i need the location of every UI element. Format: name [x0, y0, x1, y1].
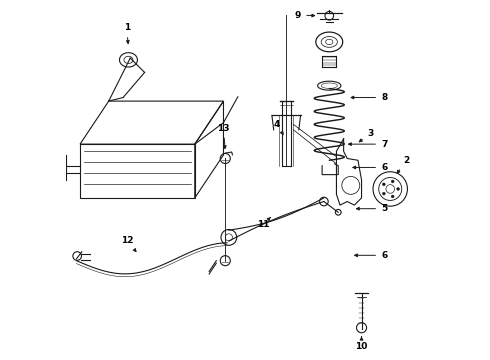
Text: 6: 6	[355, 251, 387, 260]
Text: 10: 10	[355, 337, 368, 351]
Circle shape	[391, 195, 394, 198]
Text: 3: 3	[359, 129, 374, 142]
Text: 6: 6	[353, 163, 387, 172]
Text: 13: 13	[217, 123, 230, 149]
Text: 5: 5	[356, 204, 387, 213]
Circle shape	[382, 192, 385, 195]
Text: 2: 2	[397, 156, 410, 173]
Text: 8: 8	[351, 93, 387, 102]
Text: 9: 9	[295, 10, 315, 19]
Text: 1: 1	[123, 23, 130, 44]
Circle shape	[397, 188, 399, 190]
Text: 4: 4	[273, 120, 283, 134]
Text: 11: 11	[257, 217, 270, 229]
Circle shape	[382, 183, 385, 186]
Text: 7: 7	[348, 140, 387, 149]
Text: 12: 12	[122, 237, 136, 252]
Circle shape	[391, 180, 394, 183]
